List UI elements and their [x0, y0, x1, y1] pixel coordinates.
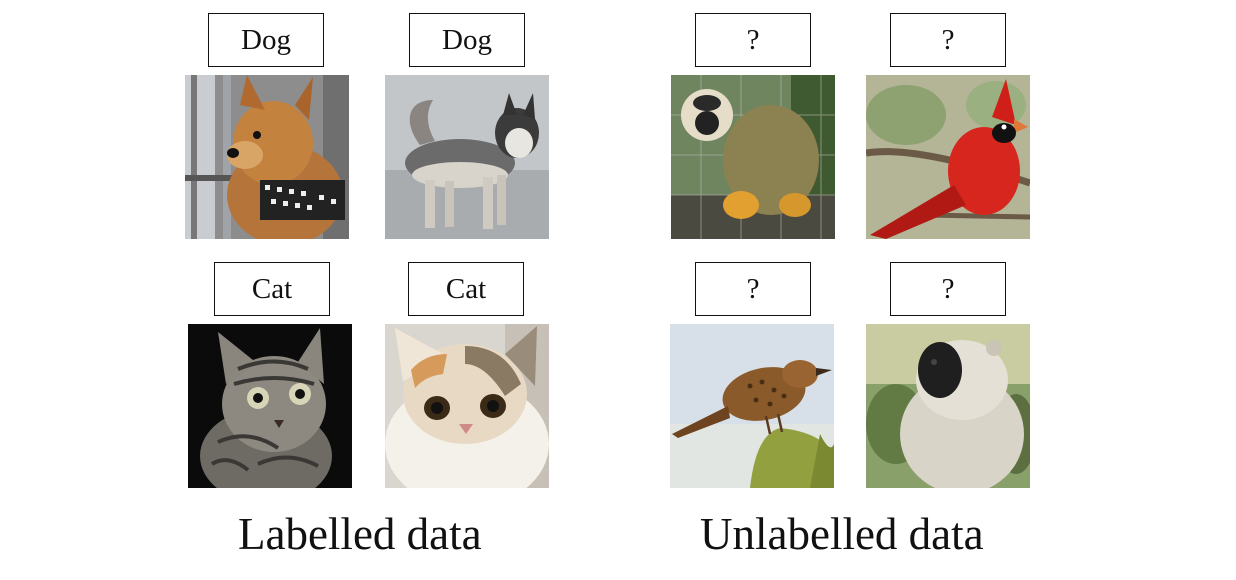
cardinal-image: [866, 75, 1030, 239]
cat-image: [385, 324, 549, 488]
label-text: Dog: [241, 23, 291, 56]
label-text: Dog: [442, 23, 492, 56]
unlabelled-data-caption: Unlabelled data: [700, 509, 984, 559]
cat-image: [188, 324, 352, 488]
labelled-data-caption: Labelled data: [238, 509, 482, 559]
label-box: ?: [890, 13, 1006, 67]
label-text: ?: [941, 272, 955, 305]
monkey-image: [866, 324, 1030, 488]
label-box: Dog: [409, 13, 525, 67]
label-text: Cat: [445, 272, 487, 305]
label-box: ?: [890, 262, 1006, 316]
label-text: ?: [746, 272, 760, 305]
label-box: Dog: [208, 13, 324, 67]
label-text: Cat: [251, 272, 293, 305]
label-box: ?: [695, 13, 811, 67]
wren-image: [670, 324, 834, 488]
label-text: ?: [941, 23, 955, 56]
label-text: ?: [746, 23, 760, 56]
label-box: ?: [695, 262, 811, 316]
dog-image: [385, 75, 549, 239]
dog-image: [185, 75, 349, 239]
label-box: Cat: [214, 262, 330, 316]
label-box: Cat: [408, 262, 524, 316]
monkey-image: [671, 75, 835, 239]
